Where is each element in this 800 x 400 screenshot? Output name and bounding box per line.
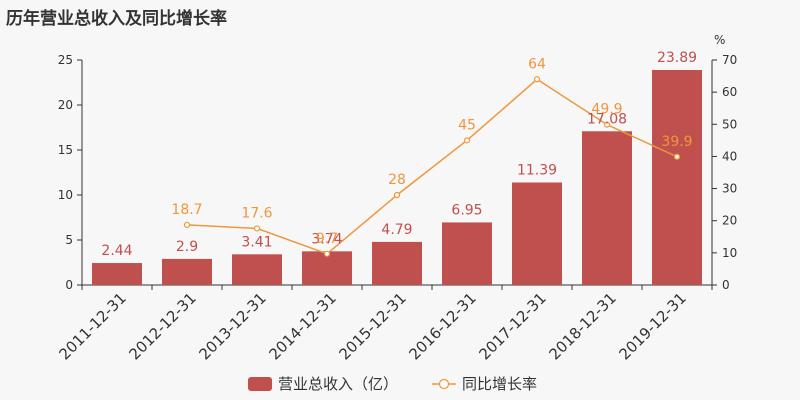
line-value-label: 45	[458, 117, 476, 133]
y-left-tick-label: 5	[65, 233, 73, 247]
x-tick-label: 2014-12-31	[265, 289, 339, 363]
line-value-label: 39.9	[661, 134, 692, 150]
bar	[652, 69, 702, 286]
y-right-tick-label: 0	[722, 278, 730, 292]
bar-value-label: 17.08	[587, 111, 627, 127]
y-left-tick-label: 15	[58, 143, 73, 157]
bar-value-label: 3.41	[241, 234, 272, 250]
y-left-tick-label: 25	[58, 53, 73, 67]
y-left-tick-label: 0	[65, 278, 73, 292]
bar-value-label: 4.79	[381, 222, 412, 238]
line-point	[673, 153, 681, 160]
y-left-tick-label: 20	[58, 98, 73, 112]
line-value-label: 17.6	[241, 205, 272, 221]
y-right-tick-label: 10	[722, 246, 737, 260]
bar	[582, 131, 632, 285]
x-tick-label: 2011-12-31	[55, 289, 129, 363]
y-right-unit: %	[714, 33, 725, 47]
x-tick-label: 2013-12-31	[195, 289, 269, 363]
legend-line-label: 同比增长率	[462, 375, 537, 393]
y-right-tick-label: 20	[722, 214, 737, 228]
line-point	[393, 191, 401, 199]
line-value-label: 28	[388, 172, 406, 188]
line-point	[323, 250, 331, 257]
line-value-label: 9.7	[316, 231, 338, 247]
y-right-tick-label: 50	[722, 117, 737, 131]
legend-bar-swatch	[248, 377, 272, 391]
line-value-label: 18.7	[171, 202, 202, 218]
bar	[372, 241, 422, 285]
bar	[512, 182, 562, 285]
growth-line	[186, 78, 678, 255]
bar	[442, 222, 492, 285]
bar	[302, 251, 352, 285]
y-right-tick-label: 70	[722, 53, 737, 67]
x-tick-label: 2016-12-31	[405, 289, 479, 363]
x-tick-label: 2018-12-31	[545, 289, 619, 363]
bar-value-label: 23.89	[657, 50, 697, 66]
bar-value-label: 3.74	[311, 231, 342, 247]
y-right-tick-label: 60	[722, 85, 737, 99]
x-tick-label: 2015-12-31	[335, 289, 409, 363]
line-point	[183, 221, 191, 228]
y-right-tick-label: 40	[722, 149, 737, 163]
x-tick-label: 2017-12-31	[475, 289, 549, 363]
bar	[232, 254, 282, 285]
x-tick-label: 2012-12-31	[125, 289, 199, 363]
chart-title: 历年营业总收入及同比增长率	[6, 9, 227, 29]
line-point	[603, 121, 611, 128]
bar	[92, 263, 142, 285]
bar-value-label: 6.95	[451, 202, 482, 218]
bar	[162, 258, 212, 285]
line-value-label: 49.9	[591, 102, 622, 118]
legend-line-marker	[438, 378, 450, 390]
line-value-label: 64	[528, 56, 546, 72]
legend-bar-label: 营业总收入（亿）	[278, 375, 398, 393]
x-tick-label: 2019-12-31	[615, 289, 689, 363]
line-point	[463, 137, 471, 144]
line-point	[533, 76, 541, 83]
bar-value-label: 11.39	[517, 162, 557, 178]
line-point	[253, 225, 261, 232]
y-right-tick-label: 30	[722, 182, 737, 196]
bar-value-label: 2.9	[176, 239, 198, 255]
y-left-tick-label: 10	[58, 188, 73, 202]
bar-value-label: 2.44	[101, 243, 132, 259]
